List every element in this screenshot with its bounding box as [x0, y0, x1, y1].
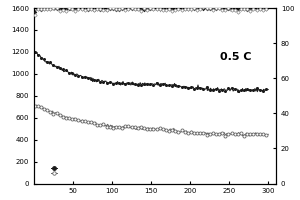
Text: 0.5 C: 0.5 C — [220, 52, 252, 62]
Legend: 实施例1中电池循环性测试的放电比容量和库伦效率, 对比例1中电池循环性测试的放电比容量和库伦效率: 实施例1中电池循环性测试的放电比容量和库伦效率, 对比例1中电池循环性测试的放电… — [49, 164, 181, 177]
